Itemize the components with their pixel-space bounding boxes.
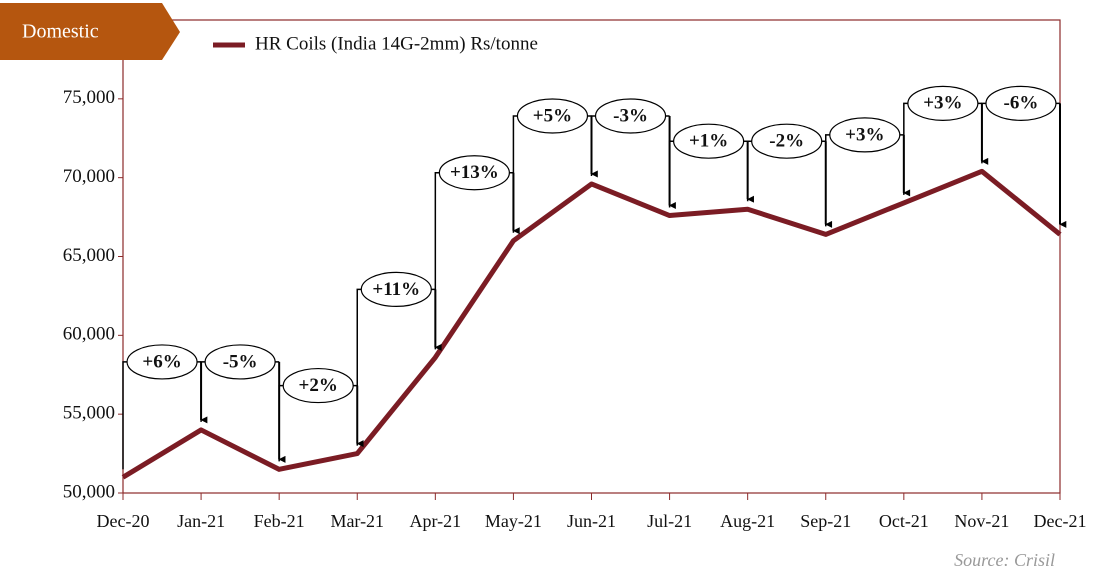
change-label: +11% [372, 279, 420, 300]
change-label: -6% [1004, 93, 1039, 114]
change-label: +3% [845, 124, 884, 145]
change-bracket [356, 288, 436, 446]
change-bubble [594, 98, 667, 134]
badge: Domestic [22, 21, 99, 43]
change-label: +1% [689, 131, 728, 152]
y-tick-label: 50,000 [63, 481, 115, 502]
change-label: -3% [613, 105, 648, 126]
x-tick-label: Aug-21 [720, 511, 775, 531]
x-tick-label: Apr-21 [410, 511, 462, 531]
change-label: +13% [450, 162, 499, 183]
change-bubble [516, 98, 589, 134]
change-bubble [438, 155, 510, 191]
source: Source: Crisil [954, 550, 1055, 570]
legend-label: HR Coils (India 14G-2mm) Rs/tonne [255, 33, 538, 54]
change-bubble [360, 271, 432, 308]
x-tick-label: Mar-21 [330, 511, 384, 531]
change-bubble [907, 85, 979, 121]
y-tick-label: 55,000 [63, 403, 115, 424]
x-tick-label: Nov-21 [954, 511, 1009, 531]
change-bubble [751, 123, 823, 159]
x-tick-label: Jun-21 [567, 511, 616, 531]
change-label: +2% [299, 375, 338, 396]
change-bubble [829, 117, 901, 153]
x-tick-label: Dec-20 [97, 511, 150, 531]
x-tick-label: Dec-21 [1034, 511, 1087, 531]
y-tick-label: 75,000 [63, 87, 115, 108]
x-tick-label: May-21 [485, 511, 542, 531]
y-tick-label: 60,000 [63, 324, 115, 345]
change-label: +6% [142, 351, 181, 372]
y-tick-label: 70,000 [63, 166, 115, 187]
change-bubble [282, 367, 354, 404]
change-label: -5% [223, 351, 258, 372]
x-tick-label: Feb-21 [254, 511, 305, 531]
x-tick-label: Jan-21 [177, 511, 225, 531]
change-bubble [673, 123, 745, 159]
change-bubble [204, 344, 276, 380]
change-label: +5% [533, 105, 572, 126]
change-bubble [126, 344, 198, 380]
change-label: +3% [923, 93, 962, 114]
y-tick-label: 65,000 [63, 245, 115, 266]
change-label: -2% [769, 131, 804, 152]
x-tick-label: Jul-21 [647, 511, 692, 531]
x-tick-label: Sep-21 [800, 511, 851, 531]
badge-shape [0, 3, 180, 60]
change-bubble [985, 85, 1057, 121]
line-series [121, 168, 1062, 480]
x-tick-label: Oct-21 [879, 511, 929, 531]
